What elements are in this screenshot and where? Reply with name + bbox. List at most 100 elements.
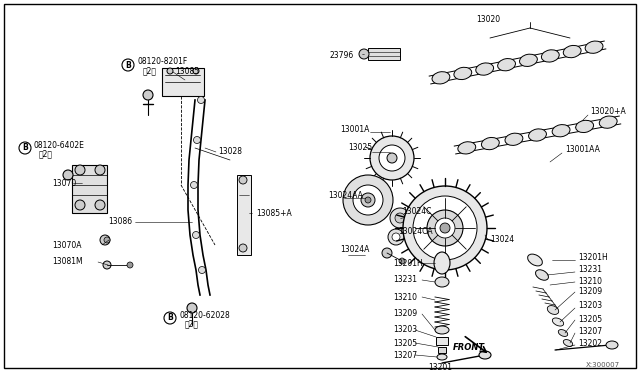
Text: 13203: 13203 [393, 326, 417, 334]
Circle shape [399, 258, 405, 264]
Text: 08120-8201F: 08120-8201F [138, 58, 188, 67]
Circle shape [382, 248, 392, 258]
Text: 13020: 13020 [476, 16, 500, 25]
Ellipse shape [576, 120, 593, 132]
Circle shape [127, 262, 133, 268]
Ellipse shape [476, 63, 493, 75]
Text: 13201H: 13201H [578, 253, 608, 263]
Text: 13001AA: 13001AA [565, 145, 600, 154]
Ellipse shape [552, 318, 564, 326]
Ellipse shape [435, 326, 449, 334]
Ellipse shape [432, 72, 450, 84]
Text: 13209: 13209 [578, 288, 602, 296]
Circle shape [75, 165, 85, 175]
Ellipse shape [606, 341, 618, 349]
Circle shape [103, 261, 111, 269]
Circle shape [239, 176, 247, 184]
Circle shape [390, 208, 410, 228]
Circle shape [365, 197, 371, 203]
Bar [72, 165, 107, 213]
Text: 13205: 13205 [578, 315, 602, 324]
Text: 13210: 13210 [578, 276, 602, 285]
Circle shape [353, 185, 383, 215]
Text: 13085+A: 13085+A [256, 208, 292, 218]
Ellipse shape [552, 125, 570, 137]
Circle shape [95, 165, 105, 175]
Circle shape [239, 244, 247, 252]
Ellipse shape [520, 54, 538, 67]
Text: 13086: 13086 [108, 218, 132, 227]
Text: 13085: 13085 [175, 67, 199, 77]
Ellipse shape [479, 351, 491, 359]
Text: 13231: 13231 [393, 276, 417, 285]
FancyBboxPatch shape [4, 4, 636, 368]
Text: 13070A: 13070A [52, 241, 81, 250]
Circle shape [198, 266, 205, 273]
Circle shape [403, 186, 487, 270]
Circle shape [191, 182, 198, 189]
Text: （2）: （2） [39, 150, 53, 158]
Ellipse shape [563, 45, 581, 58]
Text: 13020+A: 13020+A [590, 108, 626, 116]
Text: B: B [167, 314, 173, 323]
Ellipse shape [435, 277, 449, 287]
Circle shape [19, 142, 31, 154]
Circle shape [388, 229, 404, 245]
Text: 13203: 13203 [578, 301, 602, 311]
Text: FRONT: FRONT [453, 343, 485, 353]
Circle shape [95, 200, 105, 210]
Ellipse shape [434, 252, 450, 274]
Ellipse shape [541, 50, 559, 62]
Circle shape [435, 218, 455, 238]
Circle shape [63, 170, 73, 180]
Ellipse shape [585, 41, 603, 53]
Text: 13024A: 13024A [340, 246, 369, 254]
Circle shape [361, 193, 375, 207]
Circle shape [392, 233, 400, 241]
Circle shape [164, 312, 176, 324]
Text: B: B [22, 144, 28, 153]
Bar [237, 175, 251, 255]
Text: 13231: 13231 [578, 266, 602, 275]
Circle shape [387, 153, 397, 163]
Circle shape [343, 175, 393, 225]
Text: B: B [125, 61, 131, 70]
Circle shape [198, 96, 205, 103]
Text: 13024: 13024 [490, 235, 514, 244]
Text: 13001A: 13001A [340, 125, 369, 135]
Text: 13081M: 13081M [52, 257, 83, 266]
Ellipse shape [547, 305, 559, 314]
Circle shape [122, 59, 134, 71]
Circle shape [379, 145, 405, 171]
Circle shape [413, 196, 477, 260]
Circle shape [193, 137, 200, 144]
Text: 23796: 23796 [330, 51, 355, 60]
Circle shape [100, 235, 110, 245]
Text: 13205: 13205 [393, 339, 417, 347]
Text: 13024C: 13024C [402, 208, 431, 217]
Ellipse shape [527, 254, 542, 266]
Text: 13070: 13070 [52, 179, 76, 187]
Text: 13024CA: 13024CA [398, 228, 433, 237]
Circle shape [440, 223, 450, 233]
Circle shape [193, 68, 199, 74]
Text: 13202: 13202 [578, 340, 602, 349]
Circle shape [370, 136, 414, 180]
Text: （2）: （2） [185, 320, 199, 328]
Circle shape [143, 90, 153, 100]
Circle shape [187, 303, 197, 313]
Bar [162, 68, 204, 96]
Text: 13210: 13210 [393, 292, 417, 301]
Circle shape [359, 49, 369, 59]
Circle shape [193, 231, 200, 238]
Text: X:300007: X:300007 [586, 362, 620, 368]
Text: 13209: 13209 [393, 310, 417, 318]
Circle shape [167, 68, 173, 74]
Circle shape [75, 200, 85, 210]
Ellipse shape [437, 354, 447, 360]
Ellipse shape [558, 330, 568, 336]
Ellipse shape [536, 270, 548, 280]
Text: 13201H: 13201H [393, 259, 423, 267]
Ellipse shape [498, 58, 515, 71]
Ellipse shape [505, 133, 523, 145]
